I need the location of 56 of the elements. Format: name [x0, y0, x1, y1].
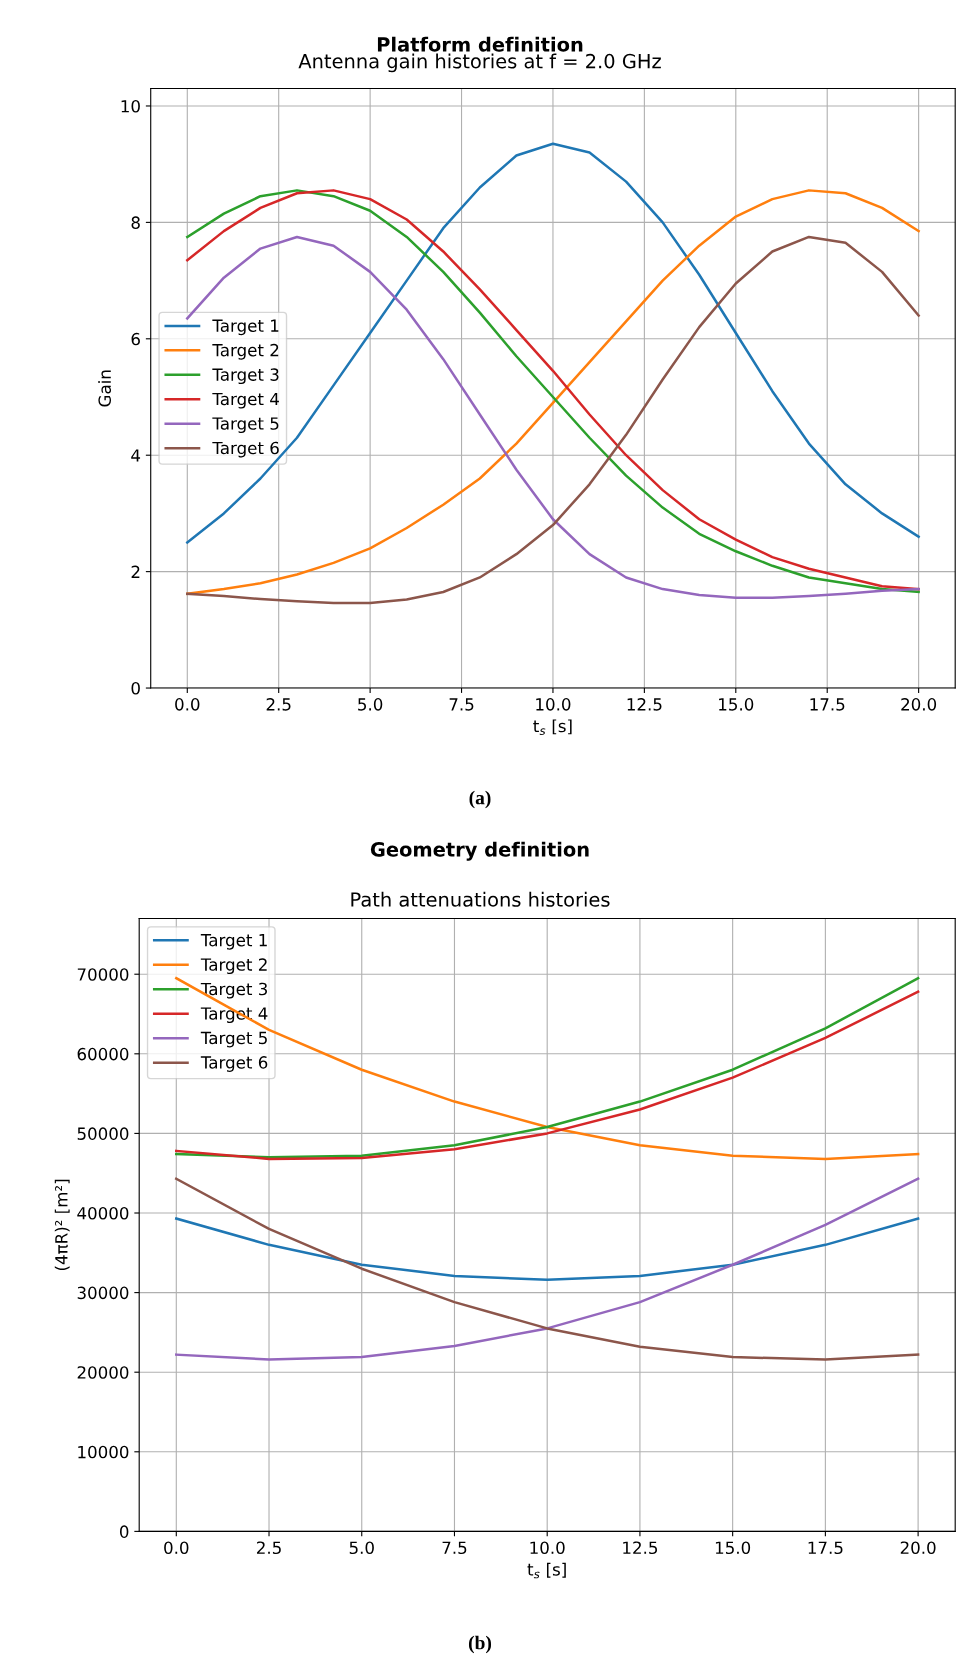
chart-subtitle: Antenna gain histories at f = 2.0 GHz — [298, 53, 661, 73]
legend-label: Target 1 — [200, 934, 267, 950]
legend-label: Target 2 — [200, 958, 267, 975]
y-tick-label: 2 — [131, 565, 140, 578]
legend-label: Target 5 — [212, 417, 279, 434]
x-tick-label: 17.5 — [808, 1541, 843, 1555]
legend-label: Target 5 — [200, 1031, 267, 1048]
x-tick-label: 10.0 — [530, 1541, 565, 1555]
legend-label: Target 1 — [212, 319, 279, 336]
chart-title: Platform definition — [377, 36, 583, 52]
x-tick-label: 7.5 — [449, 698, 474, 711]
y-axis-title: (4πR)² [m²] — [54, 1179, 70, 1271]
x-tick-label: 20.0 — [900, 1541, 936, 1555]
y-tick-label: 10000 — [78, 1445, 129, 1459]
y-tick-label: 4 — [131, 449, 141, 462]
y-tick-label: 60000 — [77, 1047, 129, 1061]
legend-label: Target 3 — [200, 982, 268, 999]
chart-title: Geometry definition — [370, 841, 589, 861]
legend-label: Target 2 — [212, 343, 279, 360]
x-tick-label: 12.5 — [627, 698, 662, 711]
line-series — [175, 1177, 920, 1361]
x-tick-label: 5.0 — [349, 1541, 374, 1555]
x-tick-label: 7.5 — [442, 1541, 467, 1555]
x-tick-label: 10.0 — [536, 698, 571, 711]
y-tick-label: 6 — [131, 332, 140, 346]
line-series — [186, 142, 920, 544]
x-tick-label: 5.0 — [358, 698, 383, 711]
legend-label: Target 3 — [212, 368, 279, 385]
y-tick-label: 0 — [119, 1525, 129, 1538]
x-tick-label: 15.0 — [719, 698, 754, 711]
x-tick-label: 0.0 — [175, 698, 200, 711]
x-axis-title: t$_{s}$ [s] — [533, 719, 572, 736]
y-tick-label: 10 — [121, 99, 140, 113]
x-tick-label: 2.5 — [266, 698, 291, 711]
x-tick-label: 0.0 — [164, 1541, 189, 1555]
y-axis-title: Gain — [98, 370, 111, 407]
x-tick-label: 12.5 — [623, 1541, 658, 1555]
text: (b) — [468, 1635, 492, 1654]
y-tick-label: 50000 — [77, 1127, 129, 1140]
y-tick-label: 0 — [131, 682, 140, 695]
legend-label: Target 6 — [212, 441, 279, 458]
y-tick-label: 70000 — [77, 968, 129, 981]
x-tick-label: 17.5 — [810, 698, 845, 711]
x-axis-title: t$_{s}$ [s] — [527, 1562, 566, 1579]
y-tick-label: 30000 — [77, 1286, 129, 1300]
legend-label: Target 6 — [200, 1056, 268, 1072]
text: (a) — [469, 790, 491, 809]
chart-subtitle: Path attenuations histories — [351, 891, 610, 907]
y-tick-label: 8 — [131, 216, 140, 229]
y-tick-label: 20000 — [77, 1366, 129, 1379]
y-tick-label: 40000 — [77, 1206, 129, 1220]
x-tick-label: 2.5 — [256, 1541, 281, 1555]
line-series — [175, 1217, 920, 1282]
legend-label: Target 4 — [212, 392, 279, 409]
x-tick-label: 15.0 — [715, 1541, 751, 1555]
x-tick-label: 20.0 — [901, 698, 937, 711]
